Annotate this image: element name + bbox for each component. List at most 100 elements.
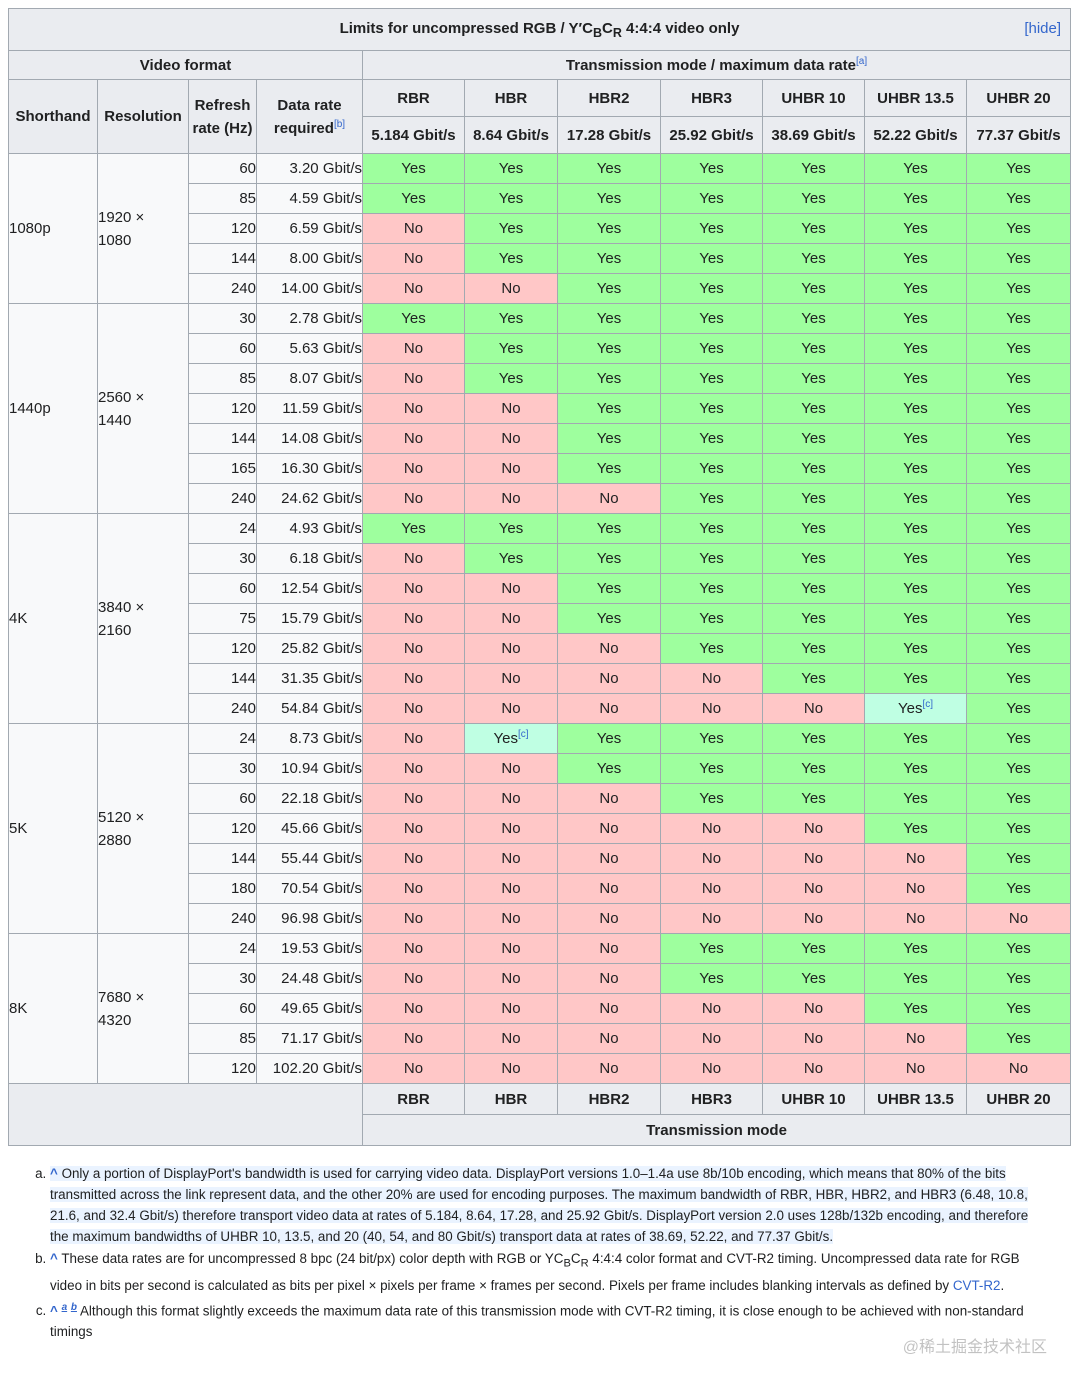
support-yes-cell: Yes[c] bbox=[464, 723, 558, 754]
table-row: 144 14.08 Gbit/s No No Yes Yes Yes Yes Yes bbox=[9, 423, 1072, 454]
support-value: Yes bbox=[801, 550, 826, 567]
support-value: No bbox=[701, 1030, 722, 1047]
support-no-cell: No bbox=[660, 663, 763, 694]
data-rate-cell: 12.54 Gbit/s bbox=[256, 573, 363, 604]
support-value: No bbox=[501, 280, 521, 297]
resolution-height: 1440 bbox=[98, 411, 132, 429]
support-yes-cell: Yes bbox=[864, 333, 967, 364]
support-value: No bbox=[599, 910, 619, 927]
table-row: 30 24.48 Gbit/s No No No Yes Yes Yes Yes bbox=[9, 963, 1072, 994]
data-rate-cell: 14.00 Gbit/s bbox=[256, 273, 363, 304]
table-row: 120 45.66 Gbit/s No No No No No Yes Yes bbox=[9, 813, 1072, 844]
support-yes-cell: Yes bbox=[864, 303, 967, 334]
support-yes-cell: Yes bbox=[557, 423, 661, 454]
resolution-cell: 2560 × 1440 bbox=[97, 303, 189, 514]
data-rate-header: Data rate required[b] bbox=[256, 79, 363, 154]
support-value: Yes bbox=[903, 640, 928, 657]
support-yes-cell: Yes bbox=[660, 363, 763, 394]
support-value: No bbox=[599, 790, 619, 807]
table-row: 144 8.00 Gbit/s No Yes Yes Yes Yes Yes Yes bbox=[9, 243, 1072, 274]
support-value: Yes bbox=[1006, 310, 1031, 327]
backlink-a[interactable]: a bbox=[61, 1301, 68, 1313]
support-yes-cell: Yes bbox=[362, 153, 465, 184]
support-value: No bbox=[403, 670, 424, 687]
support-no-cell: No bbox=[864, 873, 967, 904]
note-c-ref[interactable]: [c] bbox=[922, 699, 934, 710]
support-value: No bbox=[501, 880, 521, 897]
support-yes-cell: Yes bbox=[864, 183, 967, 214]
support-no-cell: No bbox=[362, 963, 465, 994]
support-value: No bbox=[403, 220, 424, 237]
support-value: Yes bbox=[903, 940, 928, 957]
backlink-caret[interactable]: ^ bbox=[50, 1166, 58, 1181]
note-a-ref[interactable]: [a] bbox=[856, 55, 868, 67]
refresh-rate-cell: 240 bbox=[188, 903, 257, 934]
support-value: Yes bbox=[801, 340, 826, 357]
support-yes-cell: Yes bbox=[464, 153, 558, 184]
refresh-rate-cell: 240 bbox=[188, 273, 257, 304]
support-no-cell: No bbox=[362, 483, 465, 514]
data-rate-cell: 15.79 Gbit/s bbox=[256, 603, 363, 634]
support-yes-cell: Yes bbox=[864, 783, 967, 814]
support-yes-cell: Yes bbox=[965, 933, 1072, 964]
shorthand-cell: 4K bbox=[8, 513, 98, 724]
support-value: Yes bbox=[801, 640, 826, 657]
support-value: Yes bbox=[699, 190, 724, 207]
support-value: Yes bbox=[498, 340, 524, 357]
support-value: No bbox=[599, 490, 619, 507]
support-yes-cell: Yes bbox=[864, 543, 967, 574]
support-value: No bbox=[701, 1060, 722, 1077]
support-value: No bbox=[599, 670, 619, 687]
support-value: No bbox=[403, 430, 424, 447]
support-yes-cell: Yes[c] bbox=[864, 693, 967, 724]
support-value: No bbox=[803, 1000, 824, 1017]
support-value: No bbox=[403, 250, 424, 267]
support-value: Yes bbox=[801, 370, 826, 387]
support-value: Yes bbox=[596, 610, 622, 627]
support-no-cell: No bbox=[762, 693, 865, 724]
data-rate-cell: 71.17 Gbit/s bbox=[256, 1023, 363, 1054]
support-yes-cell: Yes bbox=[762, 603, 865, 634]
support-value: Yes bbox=[1006, 610, 1031, 627]
support-yes-cell: Yes bbox=[557, 213, 661, 244]
refresh-rate-cell: 120 bbox=[188, 393, 257, 424]
support-yes-cell: Yes bbox=[965, 813, 1072, 844]
hide-link[interactable]: hide bbox=[1028, 20, 1057, 37]
support-value: Yes bbox=[801, 250, 826, 267]
support-value: No bbox=[803, 880, 824, 897]
support-yes-cell: Yes bbox=[557, 723, 661, 754]
support-value: Yes bbox=[1006, 940, 1031, 957]
support-value: No bbox=[501, 1060, 521, 1077]
support-value: No bbox=[501, 700, 521, 717]
data-rate-cell: 25.82 Gbit/s bbox=[256, 633, 363, 664]
support-value: Yes bbox=[903, 820, 928, 837]
support-no-cell: No bbox=[557, 1053, 661, 1084]
backlink-caret[interactable]: ^ bbox=[50, 1251, 58, 1266]
support-value: Yes bbox=[596, 310, 622, 327]
table-row: 240 96.98 Gbit/s No No No No No No No bbox=[9, 903, 1072, 934]
support-yes-cell: Yes bbox=[660, 753, 763, 784]
support-yes-cell: Yes bbox=[864, 273, 967, 304]
support-no-cell: No bbox=[762, 813, 865, 844]
support-no-cell: No bbox=[660, 693, 763, 724]
backlink-b[interactable]: b bbox=[70, 1301, 77, 1313]
support-yes-cell: Yes bbox=[762, 573, 865, 604]
support-yes-cell: Yes bbox=[965, 843, 1072, 874]
data-rate-cell: 6.18 Gbit/s bbox=[256, 543, 363, 574]
support-value: Yes bbox=[1006, 550, 1031, 567]
support-value: Yes bbox=[903, 1000, 928, 1017]
support-value: Yes bbox=[699, 790, 724, 807]
support-value: No bbox=[599, 1060, 619, 1077]
cvt-r2-link[interactable]: CVT-R2 bbox=[952, 1277, 1001, 1293]
table-row: 60 49.65 Gbit/s No No No No No Yes Yes bbox=[9, 993, 1072, 1024]
support-value: No bbox=[501, 490, 521, 507]
support-value: No bbox=[501, 640, 521, 657]
support-no-cell: No bbox=[362, 693, 465, 724]
support-value: No bbox=[403, 280, 424, 297]
note-b-ref[interactable]: [b] bbox=[333, 118, 346, 130]
support-value: No bbox=[599, 880, 619, 897]
support-value: Yes bbox=[801, 460, 826, 477]
support-value: No bbox=[599, 940, 619, 957]
note-c-ref[interactable]: [c] bbox=[517, 729, 529, 740]
support-value: Yes bbox=[1006, 670, 1031, 687]
